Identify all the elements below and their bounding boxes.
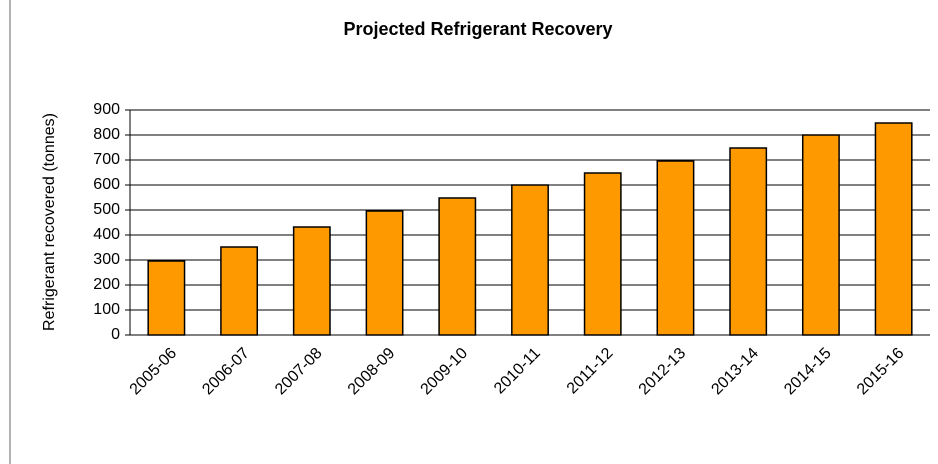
y-tick-label: 200: [93, 276, 120, 293]
y-tick-label: 700: [93, 151, 120, 168]
x-tick-label: 2011-12: [564, 345, 617, 398]
x-tick-label: 2005-06: [127, 345, 181, 399]
x-tick-label: 2014-15: [781, 345, 835, 399]
y-tick-label: 800: [93, 126, 120, 143]
bar: [365, 210, 404, 336]
x-tick-label: 2007-08: [272, 345, 326, 399]
bar: [656, 160, 695, 336]
x-tick-label: 2010-11: [491, 345, 544, 398]
bar: [438, 197, 477, 336]
y-tick-label: 100: [93, 301, 120, 318]
y-tick-label: 300: [93, 251, 120, 268]
bar: [292, 226, 331, 336]
y-tick-label: 600: [93, 176, 120, 193]
y-tick-label: 900: [93, 101, 120, 118]
x-tick-label: 2013-14: [708, 345, 762, 399]
bar: [874, 122, 913, 336]
bar: [729, 147, 768, 336]
y-tick-label: 400: [93, 226, 120, 243]
bar: [583, 172, 622, 336]
bar: [801, 134, 840, 336]
bar: [511, 184, 549, 336]
x-tick-label: 2012-13: [636, 345, 690, 399]
y-tick-label: 500: [93, 201, 120, 218]
x-tick-label: 2015-16: [854, 345, 908, 399]
bar: [220, 246, 259, 336]
x-tick-label: 2006-07: [199, 345, 253, 399]
x-tick-label: 2008-09: [345, 345, 399, 399]
y-tick-label: 0: [111, 326, 120, 343]
y-axis-title: Refrigerant recovered (tonnes): [41, 113, 58, 331]
x-tick-label: 2009-10: [418, 345, 472, 399]
chart-title: Projected Refrigerant Recovery: [343, 19, 612, 39]
bar: [147, 260, 186, 336]
